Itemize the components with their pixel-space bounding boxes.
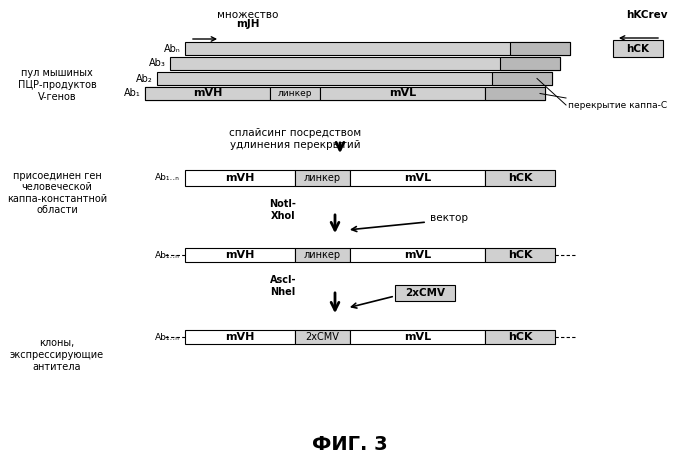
- Text: Ab₁..ₙ: Ab₁..ₙ: [155, 250, 180, 259]
- Bar: [485, 170, 555, 186]
- Text: сплайсинг посредством
удлинения перекрытий: сплайсинг посредством удлинения перекрыт…: [229, 128, 361, 150]
- Bar: [185, 248, 295, 262]
- Bar: [492, 72, 552, 85]
- Text: Ab₃: Ab₃: [149, 58, 166, 69]
- Bar: [500, 57, 560, 70]
- Text: вектор: вектор: [430, 213, 468, 223]
- Bar: [485, 87, 545, 100]
- Text: NotI-
XhoI: NotI- XhoI: [270, 199, 296, 220]
- Bar: [170, 57, 560, 70]
- Bar: [485, 330, 555, 344]
- Text: Ab₁..ₙ: Ab₁..ₙ: [155, 332, 180, 342]
- Bar: [295, 248, 350, 262]
- Text: Ab₁: Ab₁: [124, 88, 141, 99]
- Text: пул мышиных
ПЦР-продуктов
V-генов: пул мышиных ПЦР-продуктов V-генов: [17, 69, 96, 101]
- Bar: [295, 170, 350, 186]
- Bar: [350, 248, 485, 262]
- Text: линкер: линкер: [304, 173, 341, 183]
- Bar: [613, 40, 663, 57]
- Text: 2xCMV: 2xCMV: [305, 332, 340, 342]
- Bar: [485, 248, 555, 262]
- Bar: [157, 72, 552, 85]
- Text: hCK: hCK: [507, 250, 532, 260]
- Text: mVH: mVH: [225, 173, 254, 183]
- Text: Ab₂: Ab₂: [136, 74, 153, 83]
- Text: mVH: mVH: [225, 250, 254, 260]
- Text: присоединен ген
человеческой
каппа-константной
области: присоединен ген человеческой каппа-конст…: [7, 170, 107, 215]
- Text: hCK: hCK: [507, 332, 532, 342]
- Bar: [395, 285, 455, 301]
- Text: mVL: mVL: [389, 88, 416, 99]
- Text: Ab₁..ₙ: Ab₁..ₙ: [155, 174, 180, 182]
- Bar: [185, 330, 295, 344]
- Text: mVH: mVH: [193, 88, 222, 99]
- Text: hCK: hCK: [626, 44, 649, 54]
- Text: перекрытие каппа-С: перекрытие каппа-С: [568, 100, 667, 110]
- Bar: [510, 42, 570, 55]
- Bar: [145, 87, 545, 100]
- Text: линкер: линкер: [278, 89, 312, 98]
- Text: линкер: линкер: [304, 250, 341, 260]
- Bar: [320, 87, 485, 100]
- Text: mVH: mVH: [225, 332, 254, 342]
- Text: ФИГ. 3: ФИГ. 3: [312, 436, 388, 455]
- Text: Abₙ: Abₙ: [164, 44, 181, 54]
- Text: hKCrev: hKCrev: [626, 10, 668, 20]
- Bar: [270, 87, 320, 100]
- Text: hCK: hCK: [507, 173, 532, 183]
- Text: AscI-
NheI: AscI- NheI: [270, 275, 296, 297]
- Text: mJH: mJH: [236, 19, 260, 29]
- Text: mVL: mVL: [404, 250, 431, 260]
- Text: mVL: mVL: [404, 173, 431, 183]
- Bar: [350, 170, 485, 186]
- Bar: [185, 42, 570, 55]
- Bar: [350, 330, 485, 344]
- Bar: [145, 87, 270, 100]
- Text: множество: множество: [217, 10, 279, 20]
- Text: клоны,
экспрессирующие
антитела: клоны, экспрессирующие антитела: [10, 338, 104, 372]
- Text: mVL: mVL: [404, 332, 431, 342]
- Bar: [295, 330, 350, 344]
- Bar: [185, 170, 295, 186]
- Text: 2xCMV: 2xCMV: [405, 288, 445, 298]
